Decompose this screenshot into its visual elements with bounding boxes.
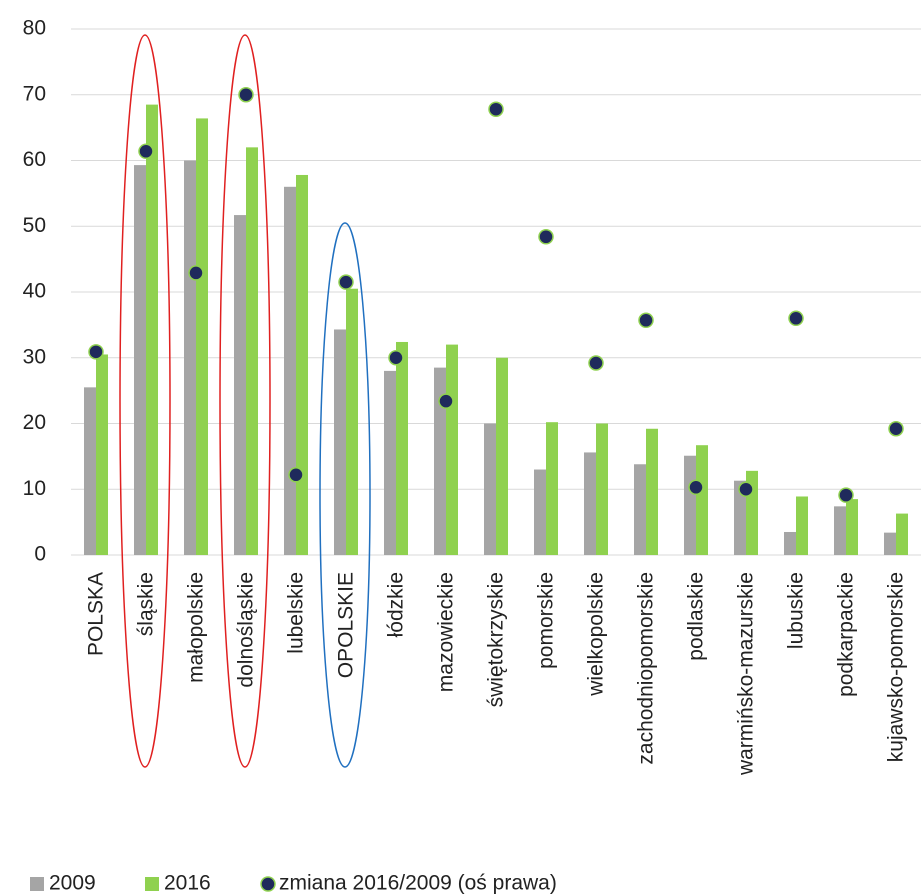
x-tick-label: małopolskie bbox=[185, 572, 208, 683]
legend-label: zmiana 2016/2009 (oś prawa) bbox=[279, 872, 557, 895]
bar bbox=[384, 370, 396, 555]
bar bbox=[234, 215, 246, 555]
x-tick-label: wielkopolskie bbox=[585, 572, 608, 697]
dot bbox=[488, 101, 504, 117]
bar bbox=[734, 480, 746, 555]
bar bbox=[246, 147, 258, 555]
legend-marker bbox=[30, 877, 44, 891]
bar bbox=[546, 422, 558, 555]
y-tick-label: 40 bbox=[23, 280, 46, 303]
bar bbox=[496, 357, 508, 555]
dot bbox=[188, 265, 204, 281]
x-tick-label: mazowieckie bbox=[435, 572, 458, 692]
dot bbox=[738, 481, 754, 497]
bar bbox=[684, 455, 696, 555]
highlight-ellipse bbox=[119, 34, 171, 768]
bar bbox=[646, 428, 658, 555]
x-tick-label: dolnośląskie bbox=[235, 572, 258, 688]
dot bbox=[888, 421, 904, 437]
x-tick-label: śląskie bbox=[135, 572, 158, 636]
dot bbox=[388, 350, 404, 366]
x-tick-label: podkarpackie bbox=[835, 572, 858, 697]
bar bbox=[96, 354, 108, 555]
dot bbox=[588, 355, 604, 371]
bar bbox=[334, 329, 346, 555]
y-tick-label: 80 bbox=[23, 17, 46, 40]
x-tick-label: POLSKA bbox=[85, 572, 108, 656]
dot bbox=[638, 312, 654, 329]
x-tick-label: pomorskie bbox=[535, 572, 558, 669]
dot bbox=[688, 479, 704, 496]
legend-label: 2016 bbox=[164, 872, 211, 895]
x-tick-label: OPOLSKIE bbox=[335, 572, 358, 678]
legend-marker bbox=[145, 877, 159, 891]
legend-label: 2009 bbox=[49, 872, 96, 895]
bar bbox=[584, 452, 596, 555]
highlight-ellipse bbox=[319, 222, 371, 768]
y-tick-label: 70 bbox=[23, 82, 46, 105]
bar bbox=[446, 344, 458, 555]
bar bbox=[134, 165, 146, 556]
y-tick-label: 10 bbox=[23, 477, 46, 500]
bar bbox=[484, 423, 496, 555]
bar bbox=[796, 496, 808, 555]
y-tick-label: 50 bbox=[23, 214, 46, 237]
x-tick-label: zachodniopomorskie bbox=[635, 572, 658, 765]
bar bbox=[846, 499, 858, 555]
dot bbox=[288, 467, 304, 483]
bar bbox=[696, 445, 708, 555]
bar bbox=[346, 288, 358, 555]
bar bbox=[184, 160, 196, 555]
bar bbox=[596, 423, 608, 555]
dot bbox=[438, 393, 454, 409]
dot bbox=[238, 87, 254, 103]
bar bbox=[146, 104, 158, 556]
dot bbox=[338, 274, 354, 290]
bar bbox=[296, 174, 308, 555]
dot bbox=[88, 344, 104, 360]
bar bbox=[196, 118, 208, 556]
y-tick-label: 30 bbox=[23, 345, 46, 368]
x-tick-label: lubuskie bbox=[785, 572, 808, 649]
bar bbox=[784, 531, 796, 555]
y-tick-label: 0 bbox=[34, 543, 46, 566]
x-tick-label: świętokrzyskie bbox=[485, 572, 508, 707]
y-tick-label: 60 bbox=[23, 148, 46, 171]
bar bbox=[896, 513, 908, 555]
bar bbox=[834, 506, 846, 555]
dot bbox=[538, 229, 554, 245]
legend-marker bbox=[260, 876, 276, 892]
dot bbox=[788, 310, 804, 327]
bar bbox=[84, 387, 96, 555]
dot bbox=[138, 143, 154, 160]
bar bbox=[434, 367, 446, 555]
y-tick-label: 20 bbox=[23, 411, 46, 434]
bar bbox=[534, 469, 546, 555]
x-tick-label: kujawsko-pomorskie bbox=[885, 572, 908, 762]
x-tick-label: lubelskie bbox=[285, 572, 308, 654]
x-tick-label: łódzkie bbox=[385, 572, 408, 637]
x-tick-label: podlaskie bbox=[685, 572, 708, 661]
bar bbox=[396, 341, 408, 555]
bar bbox=[284, 186, 296, 556]
dot bbox=[838, 487, 854, 503]
bar bbox=[884, 532, 896, 555]
x-tick-label: warmińsko-mazurskie bbox=[735, 572, 758, 776]
bar bbox=[634, 464, 646, 555]
highlight-ellipse bbox=[219, 34, 271, 768]
